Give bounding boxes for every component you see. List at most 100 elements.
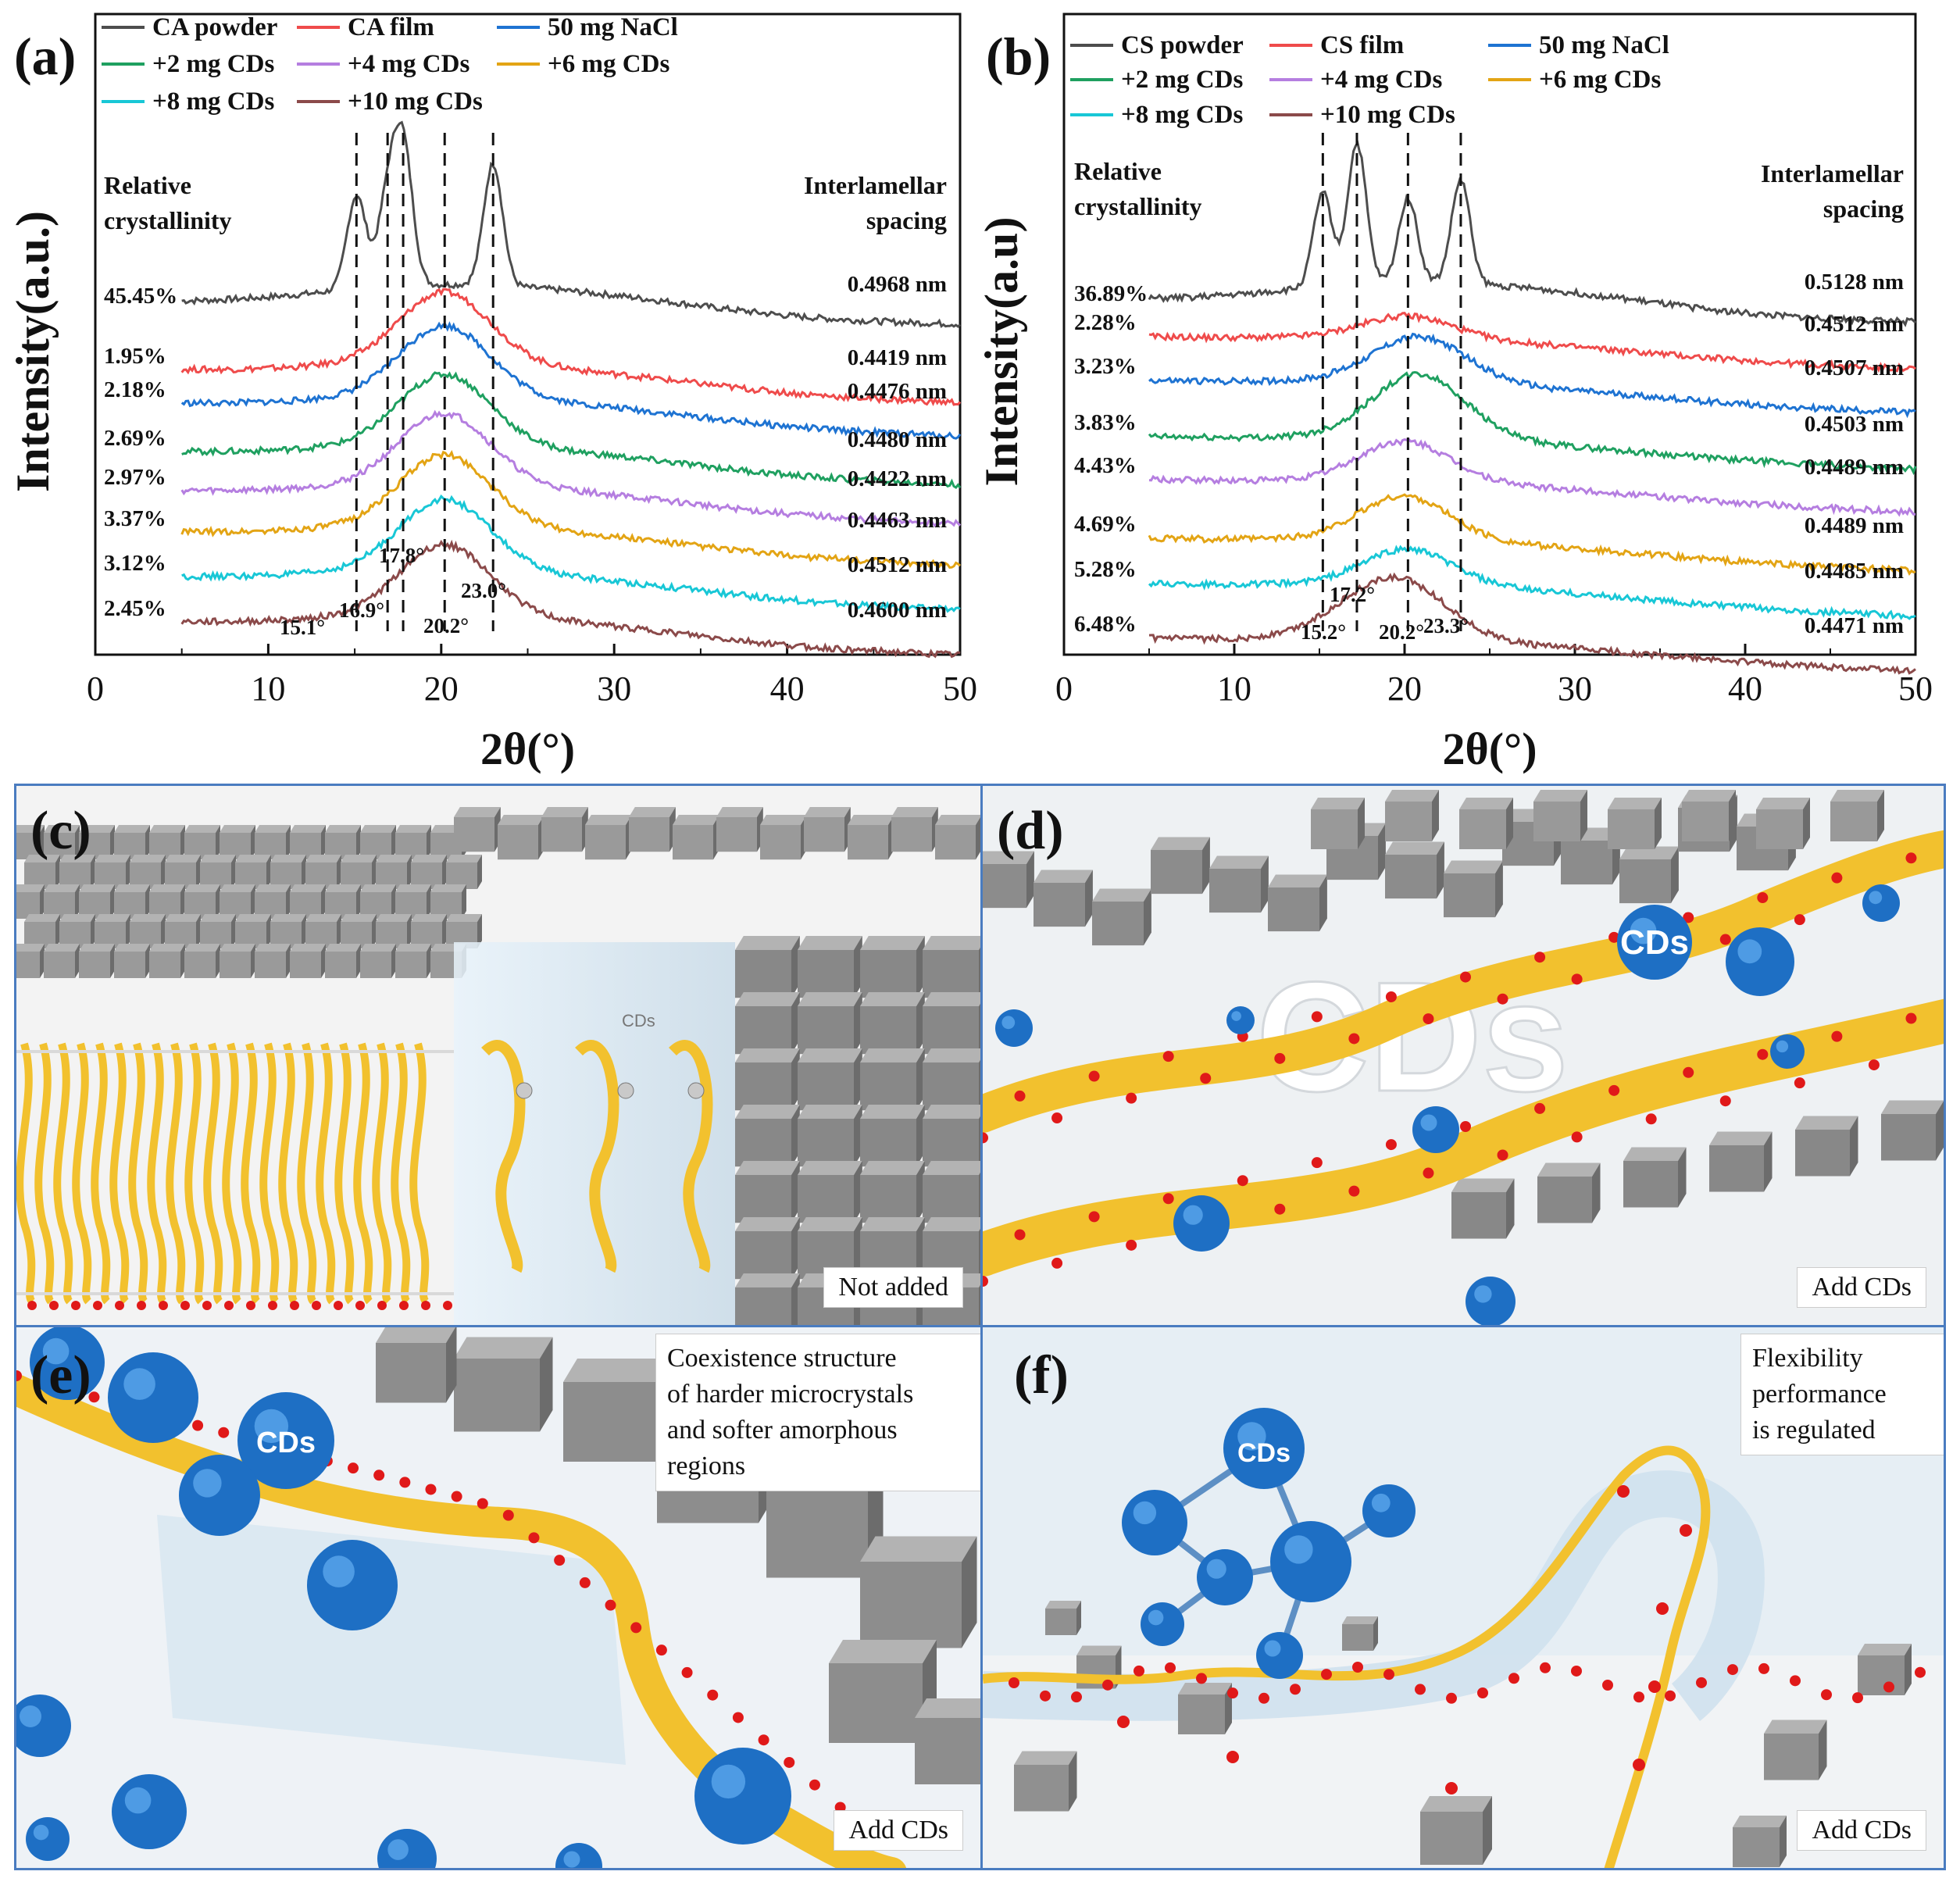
stone-front bbox=[860, 1006, 916, 1055]
stone-side bbox=[979, 1172, 980, 1223]
stone-side bbox=[1319, 874, 1327, 932]
stone-front bbox=[360, 833, 391, 859]
glass-block bbox=[454, 942, 735, 1325]
red-dot bbox=[290, 1301, 299, 1310]
panel-f-note-line: Flexibility bbox=[1752, 1344, 1863, 1373]
stone-front bbox=[24, 922, 55, 948]
panel-f-label: (f) bbox=[1014, 1345, 1069, 1405]
stone-top bbox=[735, 1048, 800, 1062]
red-dot bbox=[1648, 1680, 1661, 1693]
rubber-spring bbox=[297, 1042, 317, 1305]
red-dot bbox=[1696, 1677, 1707, 1688]
stone-front bbox=[1444, 873, 1495, 918]
stone-front bbox=[716, 817, 757, 852]
stone-top bbox=[79, 944, 115, 952]
stone-front bbox=[629, 817, 669, 852]
stone-side bbox=[251, 944, 255, 978]
stone-top bbox=[59, 914, 95, 922]
stone-front bbox=[1268, 887, 1319, 932]
stone-top bbox=[735, 1217, 800, 1231]
rubber-spring bbox=[34, 1042, 55, 1305]
stone-front bbox=[860, 1562, 962, 1648]
stone-top bbox=[270, 855, 306, 862]
stone-side bbox=[1069, 1751, 1077, 1812]
rubber-spring bbox=[372, 1042, 392, 1305]
red-dot bbox=[1757, 892, 1769, 904]
red-dot bbox=[355, 1301, 365, 1310]
stone-top bbox=[411, 914, 447, 922]
stone-side bbox=[540, 1337, 553, 1432]
stone-top bbox=[1764, 1720, 1827, 1734]
stone-side bbox=[145, 944, 150, 978]
crystallinity-label: 4.69% bbox=[1074, 512, 1137, 537]
red-dot bbox=[1383, 1669, 1394, 1680]
right-heading: spacing bbox=[866, 206, 947, 234]
stone-side bbox=[1506, 798, 1513, 849]
red-dot bbox=[1617, 1485, 1630, 1498]
stone-front bbox=[735, 950, 791, 998]
stone-top bbox=[760, 815, 807, 825]
stone-front bbox=[325, 833, 356, 859]
stone-side bbox=[321, 884, 326, 919]
panel-e-note-line: Coexistence structure bbox=[667, 1344, 897, 1373]
stone-top bbox=[798, 1161, 862, 1175]
stone-side bbox=[1144, 888, 1151, 946]
red-dot bbox=[1727, 1664, 1738, 1676]
stone-side bbox=[391, 884, 396, 919]
stone-front bbox=[766, 1491, 868, 1578]
stone-side bbox=[446, 1327, 457, 1403]
red-dot bbox=[1134, 1665, 1144, 1677]
stone-side bbox=[180, 825, 185, 859]
stone-side bbox=[110, 825, 115, 859]
cd-sphere-highlight bbox=[1284, 1535, 1313, 1564]
peak-annotation: 15.1° bbox=[280, 616, 325, 639]
stone-front bbox=[79, 833, 110, 859]
crystallinity-label: 3.83% bbox=[1074, 410, 1137, 435]
stone-front bbox=[1709, 1145, 1764, 1192]
stone-side bbox=[1437, 841, 1444, 899]
crystallinity-label: 2.45% bbox=[104, 596, 166, 621]
stone-side bbox=[979, 1059, 980, 1111]
stone-front bbox=[270, 922, 302, 948]
spacing-label: 0.4485 nm bbox=[1805, 559, 1904, 584]
legend-label: CS powder bbox=[1121, 31, 1244, 59]
red-dot bbox=[443, 1301, 452, 1310]
legend-label: +4 mg CDs bbox=[1320, 66, 1442, 94]
cd-sphere-highlight bbox=[193, 1469, 222, 1498]
stone-top bbox=[1795, 1116, 1858, 1130]
stone-top bbox=[454, 1337, 553, 1359]
cd-sphere-highlight bbox=[1001, 1016, 1016, 1030]
stone-top bbox=[860, 1048, 925, 1062]
stone-front bbox=[149, 892, 180, 919]
stone-side bbox=[407, 855, 412, 889]
cd-sphere-highlight bbox=[1231, 1011, 1241, 1021]
stone-top bbox=[165, 914, 201, 922]
panel-e: CDs (e) Coexistence structure of harder … bbox=[14, 1325, 983, 1870]
panel-e-tag: Add CDs bbox=[834, 1810, 963, 1851]
series-line bbox=[1148, 332, 1916, 419]
stone-top bbox=[200, 855, 236, 862]
stone-front bbox=[454, 1359, 540, 1432]
panel-d: CDs CDs (d) Add CDs bbox=[980, 784, 1946, 1327]
stone-top bbox=[1451, 1178, 1515, 1192]
red-dot bbox=[1274, 1203, 1286, 1215]
stone-top bbox=[735, 1273, 800, 1287]
stone-front bbox=[376, 1343, 446, 1403]
stone-top bbox=[114, 825, 150, 833]
stone-top bbox=[255, 884, 291, 892]
panel-c-inset-label: CDs bbox=[622, 1011, 655, 1030]
stone-top bbox=[1151, 837, 1210, 850]
red-dot bbox=[348, 1462, 359, 1474]
stone-top bbox=[563, 1359, 671, 1382]
cd-sphere bbox=[26, 1817, 70, 1861]
series-line bbox=[180, 287, 962, 406]
red-dot bbox=[451, 1491, 462, 1502]
stone-front bbox=[184, 952, 216, 978]
stone-front bbox=[848, 825, 888, 860]
stone-front bbox=[255, 892, 286, 919]
stone-side bbox=[1076, 1601, 1081, 1635]
stone-top bbox=[79, 884, 115, 892]
panel-f: CDs (f) Flexibility performance is regul… bbox=[980, 1325, 1946, 1870]
crystallinity-label: 5.28% bbox=[1074, 557, 1137, 582]
x-tick-label: 50 bbox=[1898, 670, 1933, 708]
